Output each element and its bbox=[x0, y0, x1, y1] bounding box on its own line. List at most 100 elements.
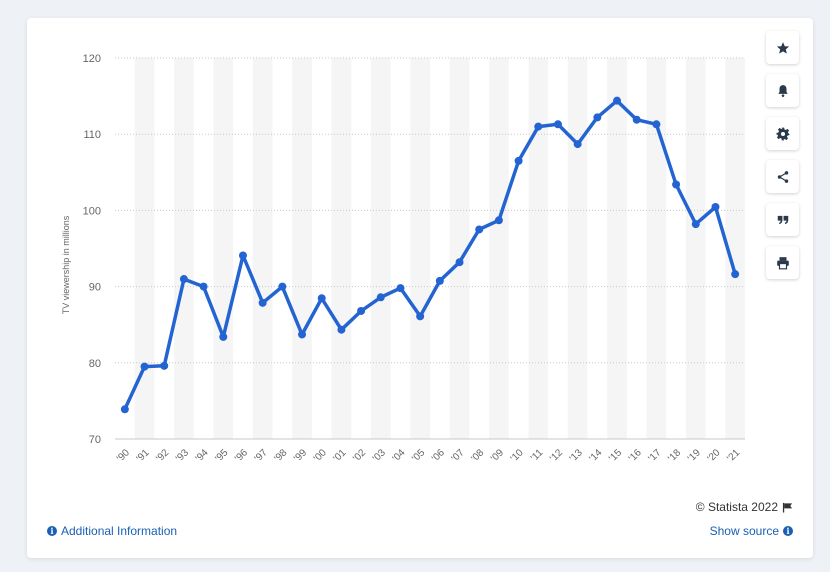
show-source-label: Show source bbox=[709, 524, 779, 538]
additional-information-label: Additional Information bbox=[61, 524, 178, 538]
share-button[interactable] bbox=[766, 160, 799, 193]
data-point[interactable] bbox=[258, 298, 267, 307]
notification-button[interactable] bbox=[766, 74, 799, 107]
x-tick-label: '04 bbox=[391, 447, 408, 464]
data-point[interactable] bbox=[455, 258, 464, 267]
x-tick-label: '18 bbox=[666, 447, 683, 464]
settings-button[interactable] bbox=[766, 117, 799, 150]
category-band bbox=[685, 58, 706, 439]
data-point[interactable] bbox=[298, 330, 307, 339]
data-point[interactable] bbox=[632, 115, 641, 124]
series-line bbox=[123, 98, 737, 412]
x-tick-label: '06 bbox=[430, 447, 447, 464]
x-tick-label: '14 bbox=[587, 447, 604, 464]
x-tick-label: '98 bbox=[272, 447, 289, 464]
x-tick-label: '19 bbox=[686, 447, 703, 464]
chart-toolbar bbox=[766, 31, 799, 279]
data-point[interactable] bbox=[376, 293, 385, 302]
data-point[interactable] bbox=[573, 140, 582, 149]
x-tick-label: '91 bbox=[135, 447, 152, 464]
x-tick-label: '90 bbox=[115, 447, 132, 464]
data-point[interactable] bbox=[199, 282, 208, 291]
x-tick-label: '99 bbox=[292, 447, 309, 464]
category-band bbox=[489, 58, 509, 439]
y-tick-label: 80 bbox=[89, 358, 101, 370]
data-point[interactable] bbox=[553, 120, 562, 129]
data-point[interactable] bbox=[179, 275, 188, 284]
data-point[interactable] bbox=[120, 405, 129, 414]
data-point[interactable] bbox=[278, 282, 287, 291]
x-tick-label: '02 bbox=[351, 447, 368, 464]
additional-information-link[interactable]: i Additional Information bbox=[47, 524, 177, 538]
category-band bbox=[528, 58, 549, 439]
favorite-button[interactable] bbox=[766, 31, 799, 64]
x-tick-label: '97 bbox=[253, 447, 270, 464]
x-tick-label: '16 bbox=[627, 447, 644, 464]
data-point[interactable] bbox=[357, 306, 366, 315]
x-tick-label: '96 bbox=[233, 447, 250, 464]
data-point[interactable] bbox=[219, 332, 228, 341]
data-point[interactable] bbox=[435, 276, 444, 285]
statista-credit[interactable]: © Statista 2022 bbox=[696, 500, 793, 514]
data-point[interactable] bbox=[160, 361, 169, 370]
data-point[interactable] bbox=[396, 284, 405, 293]
data-point[interactable] bbox=[534, 122, 543, 131]
show-source-link[interactable]: Show source i bbox=[710, 524, 793, 538]
category-band bbox=[252, 58, 273, 439]
print-button[interactable] bbox=[766, 246, 799, 279]
gear-icon bbox=[776, 127, 789, 140]
data-point[interactable] bbox=[711, 202, 720, 211]
data-point[interactable] bbox=[672, 180, 681, 189]
category-band bbox=[370, 58, 391, 439]
x-tick-label: '00 bbox=[312, 447, 329, 464]
data-point[interactable] bbox=[593, 113, 602, 122]
x-tick-label: '92 bbox=[154, 447, 171, 464]
data-point[interactable] bbox=[416, 312, 425, 321]
flag-icon bbox=[782, 502, 793, 513]
y-tick-label: 120 bbox=[83, 53, 101, 65]
share-icon bbox=[777, 170, 788, 183]
x-tick-label: '08 bbox=[469, 447, 486, 464]
bell-icon bbox=[777, 84, 788, 97]
x-tick-label: '95 bbox=[213, 447, 230, 464]
print-icon bbox=[776, 256, 789, 269]
data-point[interactable] bbox=[613, 96, 622, 105]
data-point[interactable] bbox=[238, 251, 247, 260]
y-tick-label: 70 bbox=[89, 434, 101, 446]
category-band bbox=[213, 58, 234, 439]
category-band bbox=[646, 58, 667, 439]
y-tick-label: 90 bbox=[89, 282, 101, 294]
category-band bbox=[607, 58, 627, 439]
x-tick-label: '09 bbox=[489, 447, 506, 464]
category-band bbox=[331, 58, 352, 439]
data-point[interactable] bbox=[337, 325, 346, 334]
x-tick-label: '05 bbox=[410, 447, 427, 464]
category-band bbox=[410, 58, 430, 439]
star-icon bbox=[776, 41, 789, 54]
line-chart: 120 110 100 90 80 70 '90'91'92'93'94'95'96'97… bbox=[61, 53, 745, 464]
y-tick-label: 100 bbox=[83, 205, 101, 217]
data-point[interactable] bbox=[691, 220, 700, 229]
x-tick-label: '93 bbox=[174, 447, 191, 464]
data-point[interactable] bbox=[652, 120, 661, 129]
info-icon: i bbox=[47, 526, 57, 536]
category-band bbox=[174, 58, 194, 439]
category-band bbox=[449, 58, 470, 439]
category-band bbox=[292, 58, 312, 439]
data-point[interactable] bbox=[514, 156, 523, 165]
y-axis-label: TV viewership in millions bbox=[61, 215, 71, 314]
x-tick-label: '17 bbox=[647, 447, 664, 464]
data-point[interactable] bbox=[475, 225, 484, 234]
data-point[interactable] bbox=[140, 362, 149, 371]
x-tick-label: '01 bbox=[332, 447, 349, 464]
data-point[interactable] bbox=[494, 216, 503, 225]
cite-button[interactable] bbox=[766, 203, 799, 236]
category-band bbox=[725, 58, 745, 439]
data-point[interactable] bbox=[317, 294, 326, 303]
x-tick-label: '03 bbox=[371, 447, 388, 464]
credit-text: © Statista 2022 bbox=[695, 500, 778, 514]
data-point[interactable] bbox=[731, 270, 740, 279]
x-tick-label: '07 bbox=[450, 447, 467, 464]
category-band bbox=[134, 58, 155, 439]
x-tick-label: '13 bbox=[568, 447, 585, 464]
